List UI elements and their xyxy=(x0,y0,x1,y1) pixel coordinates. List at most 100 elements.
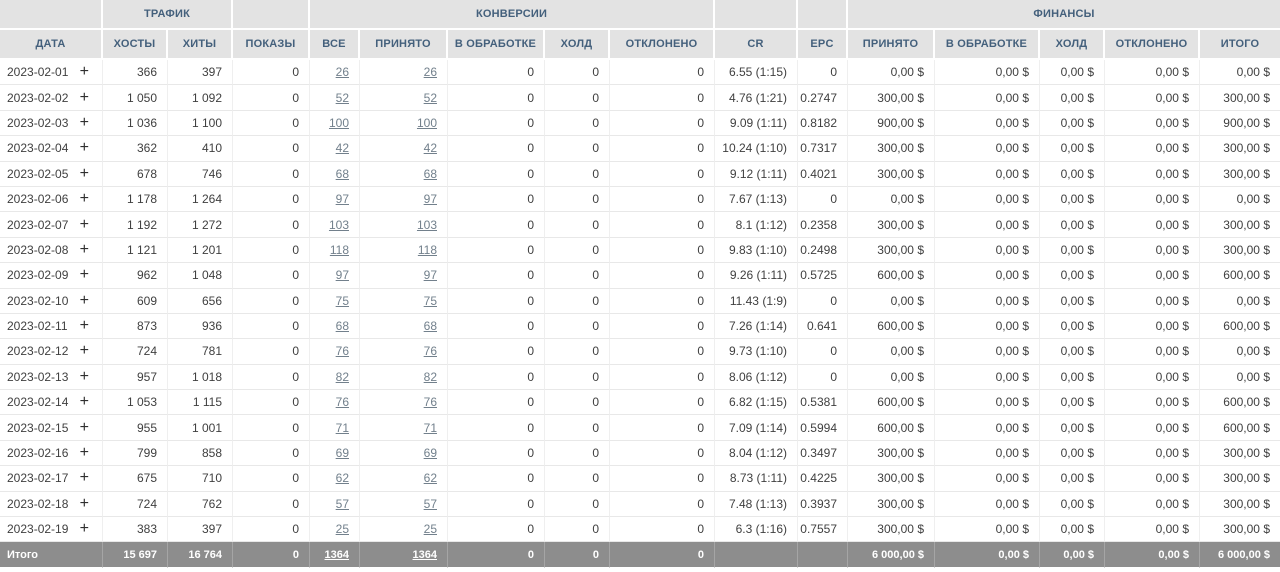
conversions-accepted-link[interactable]: 1364 xyxy=(412,548,437,561)
conversions-accepted-link[interactable]: 76 xyxy=(423,344,437,359)
column-header-fin_accepted: ПРИНЯТО xyxy=(848,30,935,60)
conversions-accepted-link[interactable]: 62 xyxy=(423,471,437,486)
cell-fin_accepted: 300,00 $ xyxy=(848,212,935,238)
conversions-accepted-link[interactable]: 75 xyxy=(423,293,437,308)
table-row: 2023-02-09 +962 1 048 0 97 97 0 0 0 9.26 (1:11) 0.… xyxy=(0,263,1280,289)
expand-row-button[interactable]: + xyxy=(79,520,89,538)
expand-row-button[interactable]: + xyxy=(79,139,89,157)
cell-hold: 0 xyxy=(545,390,610,416)
conversions-all-link[interactable]: 76 xyxy=(335,395,349,410)
conversions-all-link[interactable]: 68 xyxy=(335,319,349,334)
conversions-all-link[interactable]: 25 xyxy=(335,522,349,537)
expand-row-button[interactable]: + xyxy=(79,342,89,360)
expand-row-button[interactable]: + xyxy=(79,418,89,436)
conversions-accepted-link[interactable]: 97 xyxy=(423,192,437,207)
conversions-all-link[interactable]: 100 xyxy=(328,115,349,130)
cell-hosts: 1 050 xyxy=(103,85,168,111)
table-row: 2023-02-16 +799 858 0 69 69 0 0 0 8.04 (1:12) 0.34… xyxy=(0,440,1280,467)
conversions-accepted-link[interactable]: 97 xyxy=(423,268,437,283)
conversions-accepted-link[interactable]: 69 xyxy=(423,446,437,461)
cell-processing: 0 xyxy=(448,491,545,518)
cell-hold: 0 xyxy=(545,237,610,264)
conversions-all-link[interactable]: 103 xyxy=(328,217,349,232)
cell-date: 2023-02-12 + xyxy=(0,339,103,365)
conversions-all-link[interactable]: 69 xyxy=(335,446,349,461)
expand-row-button[interactable]: + xyxy=(79,494,89,512)
conversions-accepted-link[interactable]: 71 xyxy=(423,420,437,435)
group-header-traffic: ТРАФИК xyxy=(103,0,233,30)
cell-fin_processing: 0,00 $ xyxy=(935,288,1040,314)
conversions-all-link[interactable]: 42 xyxy=(335,141,349,156)
conversions-all-link[interactable]: 76 xyxy=(335,344,349,359)
conversions-accepted-link[interactable]: 52 xyxy=(423,90,437,105)
group-header-spacer-date xyxy=(0,0,103,30)
conversions-all-link[interactable]: 26 xyxy=(335,65,349,80)
conversions-all-link[interactable]: 52 xyxy=(335,90,349,105)
expand-row-button[interactable]: + xyxy=(79,444,89,462)
conversions-accepted-link[interactable]: 42 xyxy=(423,141,437,156)
date-label: 2023-02-03 xyxy=(7,115,69,130)
expand-row-button[interactable]: + xyxy=(79,393,89,411)
cell-date: 2023-02-08 + xyxy=(0,237,103,264)
expand-row-button[interactable]: + xyxy=(79,215,89,233)
conversions-all-link[interactable]: 118 xyxy=(329,242,349,257)
cell-all: 71 xyxy=(310,415,360,441)
cell-all: 76 xyxy=(310,390,360,416)
cell-shows: 0 xyxy=(233,466,310,492)
conversions-accepted-link[interactable]: 82 xyxy=(423,369,437,384)
conversions-all-link[interactable]: 75 xyxy=(335,293,349,308)
cell-hold: 0 xyxy=(545,466,610,492)
conversions-all-link[interactable]: 62 xyxy=(335,471,349,486)
conversions-accepted-link[interactable]: 68 xyxy=(423,166,437,181)
conversions-all-link[interactable]: 71 xyxy=(335,420,349,435)
expand-row-button[interactable]: + xyxy=(79,164,89,182)
cell-fin_accepted: 300,00 $ xyxy=(848,440,935,467)
cell-fin_hold: 0,00 $ xyxy=(1040,60,1105,86)
cell-hits: 1 001 xyxy=(168,415,233,441)
expand-row-button[interactable]: + xyxy=(79,113,89,131)
conversions-all-link[interactable]: 57 xyxy=(335,496,349,511)
conversions-accepted-link[interactable]: 68 xyxy=(423,319,437,334)
cell-hold: 0 xyxy=(545,161,610,187)
cell-declined: 0 xyxy=(610,237,715,264)
expand-row-button[interactable]: + xyxy=(79,266,89,284)
expand-row-button[interactable]: + xyxy=(79,190,89,208)
expand-row-button[interactable]: + xyxy=(79,88,89,106)
cell-shows: 0 xyxy=(233,390,310,416)
cell-fin_processing: 0,00 $ xyxy=(935,440,1040,467)
expand-row-button[interactable]: + xyxy=(79,469,89,487)
cell-fin_processing: 0,00 $ xyxy=(935,466,1040,492)
cell-hosts: 366 xyxy=(103,60,168,86)
cell-declined: 0 xyxy=(610,263,715,289)
conversions-accepted-link[interactable]: 25 xyxy=(423,522,437,537)
conversions-all-link[interactable]: 82 xyxy=(335,369,349,384)
conversions-all-link[interactable]: 97 xyxy=(335,268,349,283)
expand-row-button[interactable]: + xyxy=(79,240,89,258)
total-cell-cr xyxy=(715,542,798,569)
conversions-all-link[interactable]: 1364 xyxy=(324,548,349,561)
cell-cr: 9.83 (1:10) xyxy=(715,237,798,264)
column-header-processing: В ОБРАБОТКЕ xyxy=(448,30,545,60)
conversions-accepted-link[interactable]: 26 xyxy=(423,65,437,80)
cell-fin_total: 300,00 $ xyxy=(1200,237,1280,264)
expand-row-button[interactable]: + xyxy=(79,63,89,81)
conversions-all-link[interactable]: 97 xyxy=(335,192,349,207)
cell-hosts: 873 xyxy=(103,313,168,340)
expand-row-button[interactable]: + xyxy=(79,317,89,335)
conversions-all-link[interactable]: 68 xyxy=(335,166,349,181)
cell-all: 42 xyxy=(310,136,360,162)
cell-accepted: 52 xyxy=(360,85,448,111)
conversions-accepted-link[interactable]: 103 xyxy=(416,217,437,232)
cell-hosts: 955 xyxy=(103,415,168,441)
date-label: 2023-02-17 xyxy=(7,471,69,486)
conversions-accepted-link[interactable]: 76 xyxy=(423,395,437,410)
conversions-accepted-link[interactable]: 118 xyxy=(417,242,437,257)
conversions-accepted-link[interactable]: 100 xyxy=(416,115,437,130)
cell-hold: 0 xyxy=(545,313,610,340)
conversions-accepted-link[interactable]: 57 xyxy=(423,496,437,511)
cell-accepted: 76 xyxy=(360,339,448,365)
expand-row-button[interactable]: + xyxy=(79,291,89,309)
expand-row-button[interactable]: + xyxy=(79,367,89,385)
cell-fin_processing: 0,00 $ xyxy=(935,263,1040,289)
column-header-cr: CR xyxy=(715,30,798,60)
